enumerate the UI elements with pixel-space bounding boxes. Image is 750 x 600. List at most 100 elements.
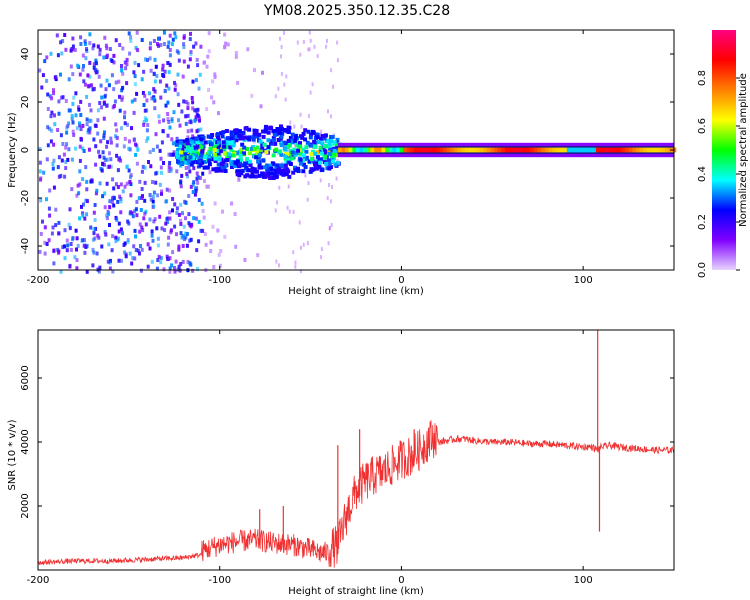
noise-cell bbox=[85, 179, 89, 184]
signal-cell bbox=[288, 162, 293, 166]
carrier-segment bbox=[457, 147, 462, 153]
noise-cell bbox=[234, 244, 238, 249]
noise-cell bbox=[154, 171, 158, 176]
x-tick-label: -200 bbox=[27, 275, 50, 286]
noise-cell bbox=[137, 63, 141, 68]
noise-cell bbox=[79, 136, 83, 141]
signal-cell bbox=[211, 167, 216, 172]
noise-cell bbox=[109, 57, 113, 62]
carrier-segment bbox=[643, 147, 648, 153]
noise-cell bbox=[85, 243, 89, 248]
signal-cell bbox=[234, 132, 238, 137]
noise-cell bbox=[120, 126, 123, 131]
noise-cell bbox=[198, 118, 201, 123]
signal-cell bbox=[278, 140, 283, 145]
noise-cell bbox=[47, 206, 51, 211]
noise-cell bbox=[127, 146, 131, 151]
noise-cell bbox=[121, 231, 124, 236]
noise-cell bbox=[117, 79, 121, 84]
signal-cell bbox=[188, 155, 193, 160]
noise-cell bbox=[49, 114, 53, 119]
noise-cell bbox=[184, 235, 188, 240]
noise-cell bbox=[159, 43, 163, 47]
signal-cell bbox=[225, 136, 230, 141]
noise-cell bbox=[329, 199, 332, 204]
signal-cell bbox=[288, 136, 293, 140]
noise-cell bbox=[177, 118, 180, 123]
noise-cell bbox=[81, 211, 85, 216]
noise-cell bbox=[47, 238, 51, 243]
signal-cell bbox=[250, 170, 255, 175]
noise-cell bbox=[103, 35, 107, 40]
noise-cell bbox=[148, 217, 152, 222]
noise-cell bbox=[72, 132, 76, 137]
noise-cell bbox=[38, 68, 42, 73]
noise-cell bbox=[59, 173, 63, 178]
noise-cell bbox=[50, 231, 54, 236]
noise-cell bbox=[120, 68, 124, 73]
noise-cell bbox=[108, 164, 111, 169]
signal-cell bbox=[209, 135, 214, 140]
x-tick-label: -200 bbox=[27, 575, 50, 586]
noise-cell bbox=[108, 199, 112, 204]
noise-cell bbox=[75, 247, 78, 252]
noise-cell bbox=[118, 108, 122, 113]
signal-cell bbox=[179, 150, 183, 155]
noise-cell bbox=[53, 75, 57, 80]
noise-cell bbox=[134, 248, 138, 252]
noise-cell bbox=[61, 245, 65, 250]
carrier-segment bbox=[399, 147, 404, 153]
noise-cell bbox=[133, 74, 137, 79]
signal-cell bbox=[216, 151, 221, 156]
signal-cell bbox=[222, 144, 227, 149]
spectrogram-y-ticks: -40 -20 0 20 40 bbox=[20, 48, 674, 254]
noise-cell bbox=[219, 249, 223, 253]
colorbar-tick-label: 0.2 bbox=[697, 214, 708, 230]
noise-cell bbox=[159, 165, 163, 170]
noise-cell bbox=[124, 254, 128, 259]
signal-cell bbox=[229, 162, 234, 166]
noise-cell bbox=[68, 226, 72, 231]
signal-cell bbox=[239, 171, 244, 176]
signal-cell bbox=[313, 140, 318, 145]
noise-cell bbox=[207, 87, 210, 92]
noise-cell bbox=[130, 99, 134, 104]
noise-cell bbox=[130, 261, 134, 266]
noise-cell bbox=[100, 105, 103, 110]
noise-cell bbox=[81, 213, 85, 218]
y-tick-label: 6000 bbox=[20, 365, 31, 390]
colorbar: 0.0 0.2 0.4 0.6 0.8 Normalized spectral ampl… bbox=[697, 30, 749, 278]
noise-cell bbox=[103, 205, 107, 210]
noise-cell bbox=[121, 71, 125, 76]
noise-cell bbox=[133, 82, 137, 87]
noise-cell bbox=[89, 83, 93, 88]
noise-cell bbox=[75, 258, 79, 263]
noise-cell bbox=[180, 109, 184, 114]
signal-cell bbox=[223, 169, 228, 173]
noise-cell bbox=[77, 107, 81, 112]
noise-cell bbox=[80, 204, 83, 209]
noise-cell bbox=[85, 117, 89, 122]
noise-cell bbox=[102, 55, 106, 60]
noise-cell bbox=[166, 44, 170, 49]
noise-cell bbox=[79, 42, 83, 46]
signal-cell bbox=[260, 172, 265, 177]
noise-cell bbox=[156, 258, 160, 262]
noise-cell bbox=[41, 219, 44, 224]
signal-cell bbox=[227, 141, 232, 145]
noise-cell bbox=[195, 57, 199, 62]
carrier-segment bbox=[515, 147, 520, 153]
noise-cell bbox=[39, 198, 43, 203]
signal-cell bbox=[175, 140, 180, 145]
noise-cell bbox=[48, 126, 52, 131]
carrier-segment bbox=[606, 147, 611, 153]
noise-cell bbox=[134, 234, 137, 239]
noise-cell bbox=[325, 44, 328, 49]
noise-cell bbox=[134, 152, 138, 157]
carrier-segment bbox=[497, 147, 502, 153]
noise-cell bbox=[143, 116, 147, 121]
noise-cell bbox=[189, 52, 193, 56]
noise-cell bbox=[223, 234, 227, 239]
carrier-segment bbox=[508, 147, 513, 153]
noise-cell bbox=[87, 84, 91, 89]
